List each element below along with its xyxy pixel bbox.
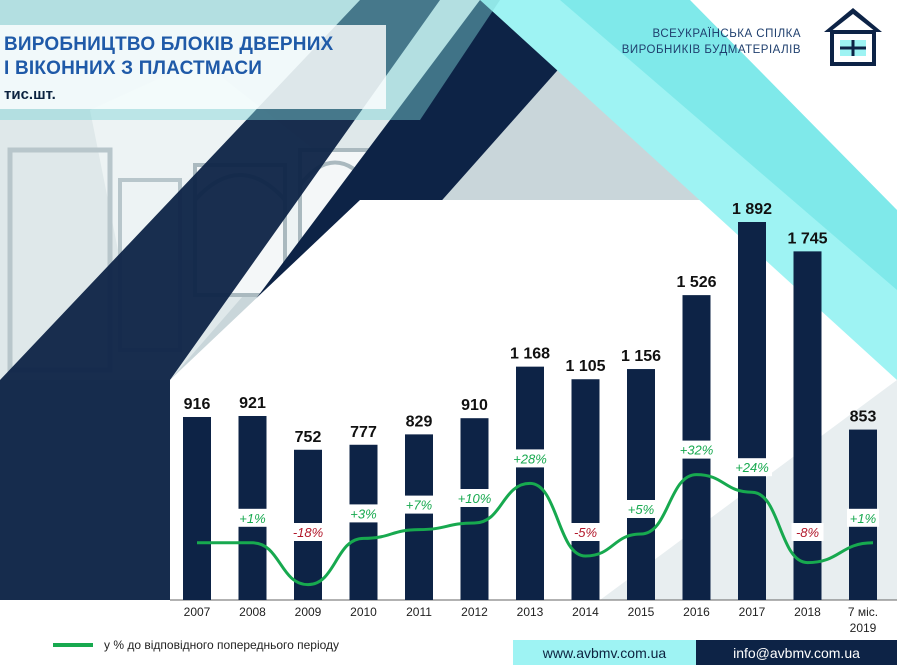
growth-label-bg-3 (347, 504, 380, 523)
x-tick-label-0: 2007 (184, 605, 211, 619)
growth-label-11: -8% (796, 525, 819, 540)
x-tick-label-7: 2014 (572, 605, 599, 619)
growth-label-bg-5 (454, 489, 495, 507)
website-box (513, 640, 696, 665)
bar-value-label-2: 752 (295, 429, 322, 446)
unit-label: тис.шт. (4, 86, 56, 103)
bar-7 (571, 379, 600, 600)
bar-value-label-6: 1 168 (510, 346, 550, 363)
growth-label-8: +5% (628, 502, 654, 517)
growth-label-bg-9 (676, 440, 717, 459)
bar-value-label-12: 853 (850, 409, 877, 426)
bar-0 (183, 416, 211, 600)
legend-label: у % до відповідного попереднього періоду (104, 638, 340, 652)
x-tick-label-5: 2012 (461, 605, 488, 619)
bar-10 (738, 222, 766, 600)
bar-value-label-7: 1 105 (565, 358, 605, 375)
growth-label-bg-2 (288, 523, 328, 541)
growth-label-bg-7 (569, 523, 602, 541)
house-logo-icon (824, 8, 882, 66)
bar-8 (627, 369, 655, 600)
x-tick-label-3: 2010 (350, 605, 377, 619)
x-tick-label-2: 2009 (295, 605, 322, 619)
bar-value-label-4: 829 (406, 413, 433, 430)
x-tick-label-1: 2008 (239, 605, 266, 619)
bar-value-label-3: 777 (350, 424, 377, 441)
x-tick-label-4: 2011 (406, 605, 432, 619)
bar-1 (238, 415, 267, 600)
website-link[interactable]: www.avbmv.com.ua (542, 645, 667, 661)
growth-label-3: +3% (350, 506, 376, 521)
bar-value-label-10: 1 892 (732, 201, 772, 218)
x-tick-label-6: 2013 (517, 605, 544, 619)
bar-value-label-5: 910 (461, 397, 488, 414)
growth-label-1: +1% (239, 511, 265, 526)
x-tick-label-12-b: 2019 (850, 621, 877, 635)
growth-label-10: +24% (735, 460, 769, 475)
growth-label-bg-12 (847, 508, 879, 527)
bar-4 (405, 434, 433, 600)
growth-label-4: +7% (406, 498, 432, 513)
org-name-line2: ВИРОБНИКІВ БУДМАТЕРІАЛІВ (621, 44, 801, 56)
growth-label-bg-11 (791, 523, 824, 541)
bar-value-label-8: 1 156 (621, 348, 661, 365)
growth-label-5: +10% (458, 491, 492, 506)
x-tick-label-12: 7 міс. (848, 605, 878, 619)
x-tick-label-10: 2017 (739, 605, 766, 619)
growth-label-9: +32% (680, 443, 714, 458)
growth-label-6: +28% (513, 451, 547, 466)
growth-label-bg-6 (510, 449, 550, 468)
growth-line (197, 473, 874, 587)
bar-5 (460, 418, 489, 600)
bar-value-label-0: 916 (184, 396, 211, 413)
email-box (696, 640, 897, 665)
growth-label-7: -5% (574, 525, 597, 540)
bar-11 (793, 251, 822, 600)
growth-label-12: +1% (850, 511, 876, 526)
title-background (0, 25, 386, 109)
chart-title-line2: І ВІКОННИХ З ПЛАСТМАСИ (4, 58, 263, 79)
growth-label-bg-1 (236, 508, 269, 527)
x-tick-label-8: 2015 (628, 605, 655, 619)
legend-line-swatch (53, 643, 93, 647)
growth-label-bg-4 (403, 495, 435, 514)
bar-value-label-11: 1 745 (787, 230, 827, 247)
x-tick-label-11: 2018 (794, 605, 821, 619)
email-link[interactable]: info@avbmv.com.ua (733, 645, 860, 661)
x-tick-label-9: 2016 (683, 605, 710, 619)
growth-label-bg-8 (625, 500, 657, 518)
growth-label-2: -18% (293, 525, 323, 540)
growth-label-bg-10 (732, 458, 772, 477)
bar-value-label-1: 921 (239, 395, 266, 412)
bar-value-label-9: 1 526 (676, 274, 716, 291)
chart-title-line1: ВИРОБНИЦТВО БЛОКІВ ДВЕРНИХ (4, 34, 334, 55)
org-name-line1: ВСЕУКРАЇНСЬКА СПІЛКА (652, 28, 801, 40)
